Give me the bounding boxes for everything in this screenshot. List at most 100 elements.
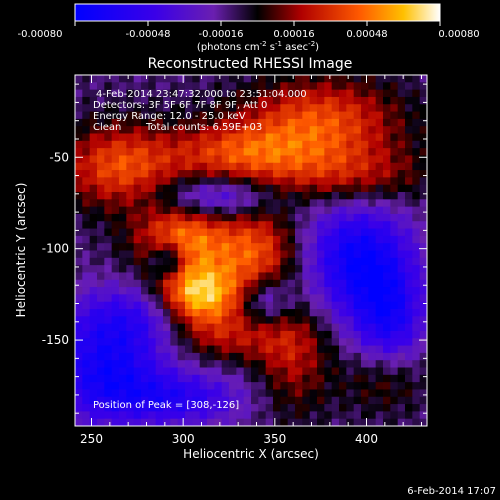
- heatmap-cell: [273, 360, 281, 368]
- heatmap-cell: [265, 118, 274, 127]
- heatmap-cell: [346, 374, 355, 383]
- heatmap-cell: [302, 396, 311, 405]
- heatmap-cell: [317, 162, 325, 171]
- heatmap-cell: [287, 257, 296, 266]
- heatmap-cell: [390, 396, 399, 405]
- heatmap-cell: [111, 118, 120, 127]
- heatmap-cell: [419, 118, 428, 127]
- heatmap-cell: [155, 199, 164, 208]
- heatmap-cell: [97, 126, 105, 134]
- heatmap-cell: [251, 111, 259, 120]
- heatmap-cell: [89, 228, 98, 237]
- heatmap-cell: [375, 235, 384, 244]
- heatmap-cell: [111, 309, 120, 317]
- heatmap-cell: [141, 228, 149, 237]
- heatmap-cell: [207, 404, 215, 412]
- heatmap-cell: [199, 82, 208, 91]
- heatmap-cell: [141, 338, 149, 346]
- heatmap-cell: [258, 235, 267, 244]
- heatmap-cell: [302, 382, 311, 390]
- heatmap-cell: [397, 374, 406, 383]
- heatmap-cell: [221, 89, 230, 98]
- heatmap-cell: [405, 272, 413, 281]
- heatmap-cell: [405, 396, 413, 405]
- heatmap-cell: [126, 170, 135, 178]
- heatmap-cell: [243, 177, 252, 186]
- heatmap-cell: [295, 89, 303, 98]
- heatmap-cell: [185, 170, 193, 178]
- heatmap-cell: [317, 148, 325, 156]
- heatmap-cell: [390, 126, 399, 134]
- heatmap-cell: [192, 272, 201, 281]
- colorbar-tick-label: -0.00080: [18, 29, 63, 40]
- heatmap-cell: [324, 374, 333, 383]
- heatmap-cell: [214, 192, 223, 200]
- heatmap-cell: [317, 382, 325, 390]
- heatmap-cell: [280, 374, 289, 383]
- heatmap-cell: [185, 82, 193, 91]
- heatmap-cell: [397, 104, 406, 112]
- heatmap-cell: [361, 396, 369, 405]
- heatmap-cell: [177, 309, 186, 317]
- heatmap-cell: [177, 272, 186, 281]
- heatmap-cell: [185, 111, 193, 120]
- heatmap-cell: [207, 133, 215, 142]
- heatmap-cell: [199, 294, 208, 303]
- heatmap-cell: [133, 323, 142, 332]
- heatmap-cell: [353, 316, 362, 325]
- heatmap-cell: [346, 360, 355, 368]
- heatmap-cell: [390, 104, 399, 112]
- heatmap-cell: [331, 309, 340, 317]
- heatmap-cell: [97, 294, 105, 303]
- heatmap-cell: [361, 360, 369, 368]
- heatmap-cell: [361, 287, 369, 295]
- heatmap-cell: [97, 155, 105, 164]
- heatmap-cell: [133, 272, 142, 281]
- heatmap-cell: [324, 192, 333, 200]
- heatmap-cell: [104, 396, 113, 405]
- heatmap-cell: [317, 404, 325, 412]
- heatmap-cell: [192, 382, 201, 390]
- heatmap-cell: [75, 265, 83, 273]
- heatmap-cell: [324, 96, 333, 105]
- heatmap-cell: [295, 279, 303, 288]
- heatmap-cell: [339, 126, 347, 134]
- heatmap-cell: [243, 235, 252, 244]
- heatmap-cell: [207, 148, 215, 156]
- heatmap-cell: [155, 272, 164, 281]
- x-tick-label: 300: [172, 432, 195, 446]
- heatmap-cell: [280, 287, 289, 295]
- heatmap-cell: [375, 192, 384, 200]
- heatmap-cell: [265, 75, 274, 83]
- heatmap-cell: [111, 75, 120, 83]
- heatmap-cell: [287, 374, 296, 383]
- heatmap-cell: [163, 221, 171, 229]
- heatmap-cell: [295, 192, 303, 200]
- heatmap-cell: [295, 140, 303, 149]
- heatmap-cell: [221, 82, 230, 91]
- heatmap-cell: [111, 257, 120, 266]
- heatmap-cell: [280, 294, 289, 303]
- heatmap-cell: [192, 199, 201, 208]
- heatmap-cell: [170, 382, 179, 390]
- heatmap-cell: [170, 199, 179, 208]
- heatmap-cell: [419, 287, 428, 295]
- heatmap-cell: [309, 316, 318, 325]
- heatmap-cell: [302, 301, 311, 310]
- heatmap-cell: [287, 382, 296, 390]
- heatmap-cell: [383, 177, 391, 186]
- heatmap-cell: [251, 133, 259, 142]
- heatmap-cell: [104, 162, 113, 171]
- heatmap-cell: [287, 323, 296, 332]
- heatmap-cell: [148, 309, 157, 317]
- heatmap-cell: [214, 235, 223, 244]
- heatmap-cell: [302, 323, 311, 332]
- heatmap-cell: [89, 374, 98, 383]
- heatmap-cell: [141, 126, 149, 134]
- heatmap-cell: [280, 184, 289, 193]
- heatmap-cell: [258, 228, 267, 237]
- heatmap-cell: [309, 287, 318, 295]
- heatmap-cell: [353, 338, 362, 346]
- heatmap-cell: [177, 411, 186, 420]
- heatmap-cell: [133, 213, 142, 222]
